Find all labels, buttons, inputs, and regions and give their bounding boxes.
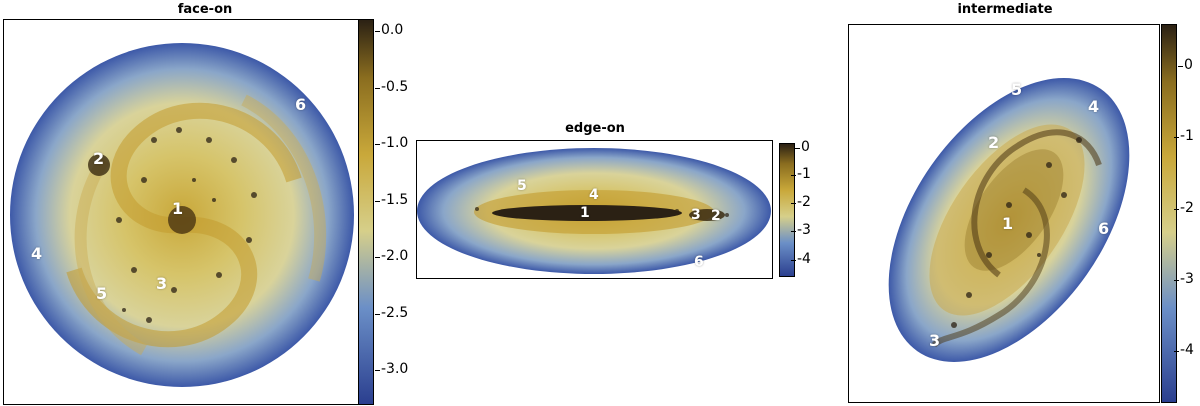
colorbar-tick: -4 — [791, 251, 811, 267]
colorbar-tick: -1.5 — [374, 192, 409, 208]
colorbar-tick: -1 — [791, 166, 811, 182]
face-on-image-frame: 1 2 3 4 5 6 — [3, 19, 360, 405]
region-label-4: 4 — [31, 244, 43, 263]
panel-title-edge-on: edge-on — [565, 121, 625, 136]
region-label-4: 4 — [589, 187, 599, 203]
intermediate-image-frame: 1 2 3 4 5 6 — [848, 24, 1160, 403]
region-label-1: 1 — [172, 199, 184, 218]
edge-on-galaxy-image — [417, 148, 771, 274]
region-label-5: 5 — [1011, 80, 1023, 99]
region-label-6: 6 — [694, 254, 704, 270]
intermediate-colorbar — [1161, 24, 1177, 403]
region-label-2: 2 — [93, 149, 105, 168]
colorbar-tick: -2 — [1174, 200, 1194, 216]
colorbar-tick: -1.0 — [374, 135, 409, 151]
region-label-4: 4 — [1088, 97, 1100, 116]
region-label-6: 6 — [295, 95, 307, 114]
region-label-1: 1 — [1002, 214, 1014, 233]
intermediate-galaxy-image — [888, 78, 1130, 362]
colorbar-tick: 0.0 — [374, 22, 404, 38]
region-label-3: 3 — [691, 207, 701, 223]
face-on-colorbar — [358, 19, 374, 405]
panel-title-face-on: face-on — [177, 2, 233, 17]
colorbar-tick: -3 — [791, 222, 811, 238]
face-on-galaxy-image — [10, 43, 354, 387]
colorbar-tick: -3.0 — [374, 361, 409, 377]
colorbar-tick: 0 — [1178, 57, 1193, 73]
region-label-6: 6 — [1098, 219, 1110, 238]
colorbar-tick: -2.5 — [374, 305, 409, 321]
region-label-5: 5 — [96, 284, 108, 303]
region-label-3: 3 — [929, 331, 941, 350]
colorbar-tick: -3 — [1174, 271, 1194, 287]
colorbar-tick: -4 — [1174, 342, 1194, 358]
colorbar-tick: -2.0 — [374, 248, 409, 264]
region-label-5: 5 — [517, 178, 527, 194]
colorbar-tick: -1 — [1174, 128, 1194, 144]
edge-on-colorbar — [779, 143, 795, 277]
region-label-2: 2 — [988, 133, 1000, 152]
region-label-3: 3 — [156, 274, 168, 293]
colorbar-tick: -0.5 — [374, 79, 409, 95]
edge-on-image-frame: 1 2 3 4 5 6 — [416, 140, 773, 279]
region-label-1: 1 — [580, 205, 590, 221]
colorbar-tick: -2 — [791, 194, 811, 210]
panel-title-intermediate: intermediate — [957, 2, 1053, 17]
region-label-2: 2 — [711, 208, 721, 224]
colorbar-tick: 0 — [795, 139, 810, 155]
